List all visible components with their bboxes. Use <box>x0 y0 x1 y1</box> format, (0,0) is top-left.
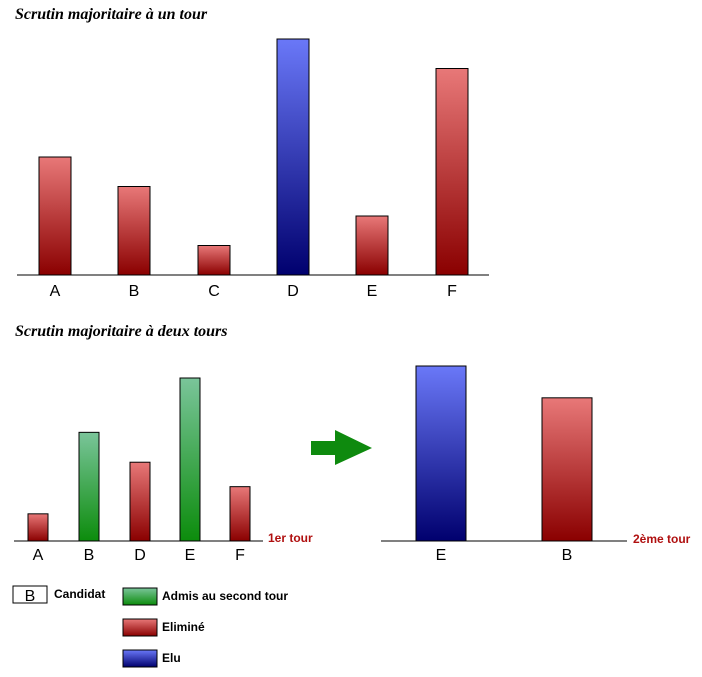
chart1-tick-label-C: C <box>208 283 220 300</box>
chart3-bar-B <box>541 397 593 542</box>
chart2-tick-label-B: B <box>84 547 95 564</box>
chart2-tick-label-E: E <box>185 547 196 564</box>
chart1-tick-label-B: B <box>129 283 140 300</box>
chart1-bar-A <box>38 156 72 276</box>
chart2-bar-E <box>179 377 201 542</box>
chart2-tick-label-F: F <box>235 547 245 564</box>
chart3-tick-label-E: E <box>436 547 447 564</box>
legend-swatch-elimine <box>122 618 158 637</box>
chart1-tick-label-D: D <box>287 283 299 300</box>
chart3-tick-label-B: B <box>562 547 573 564</box>
legend-label-elimine: Eliminé <box>162 620 205 634</box>
legend-candidate-label: Candidat <box>54 587 105 601</box>
legend-candidate-letter: B <box>25 588 36 605</box>
chart1-bar-B <box>117 186 151 276</box>
chart1-tick-label-F: F <box>447 283 457 300</box>
chart1-bar-D <box>276 38 310 276</box>
chart2-bar-B <box>78 431 100 542</box>
chart2-tick-label-D: D <box>134 547 146 564</box>
second-round-label: 2ème tour <box>633 532 691 546</box>
chart2-bar-F <box>229 486 251 542</box>
chart1-plot: A B C D E F <box>17 38 489 300</box>
chart1-title: Scrutin majoritaire à un tour <box>15 6 208 23</box>
chart2-tick-label-A: A <box>33 547 44 564</box>
legend-label-admis: Admis au second tour <box>162 589 288 603</box>
chart1-tick-label-E: E <box>367 283 378 300</box>
right-arrow-icon <box>311 430 372 465</box>
legend-swatch-admis <box>122 587 158 606</box>
first-round-label: 1er tour <box>268 531 313 545</box>
chart1-bar-E <box>355 215 389 276</box>
chart1-tick-label-A: A <box>50 283 61 300</box>
legend-swatch-elu <box>122 649 158 668</box>
legend: B Candidat Admis au second tour Eliminé … <box>12 585 288 668</box>
chart2-bar-D <box>129 461 151 542</box>
chart3-bar-E <box>415 365 467 542</box>
chart2-title: Scrutin majoritaire à deux tours <box>15 323 228 340</box>
chart1-bar-F <box>435 68 469 276</box>
legend-label-elu: Elu <box>162 651 181 665</box>
legend-candidate-box <box>12 585 48 604</box>
chart2-bar-A <box>27 513 49 542</box>
chart1-bar-C <box>197 245 231 276</box>
